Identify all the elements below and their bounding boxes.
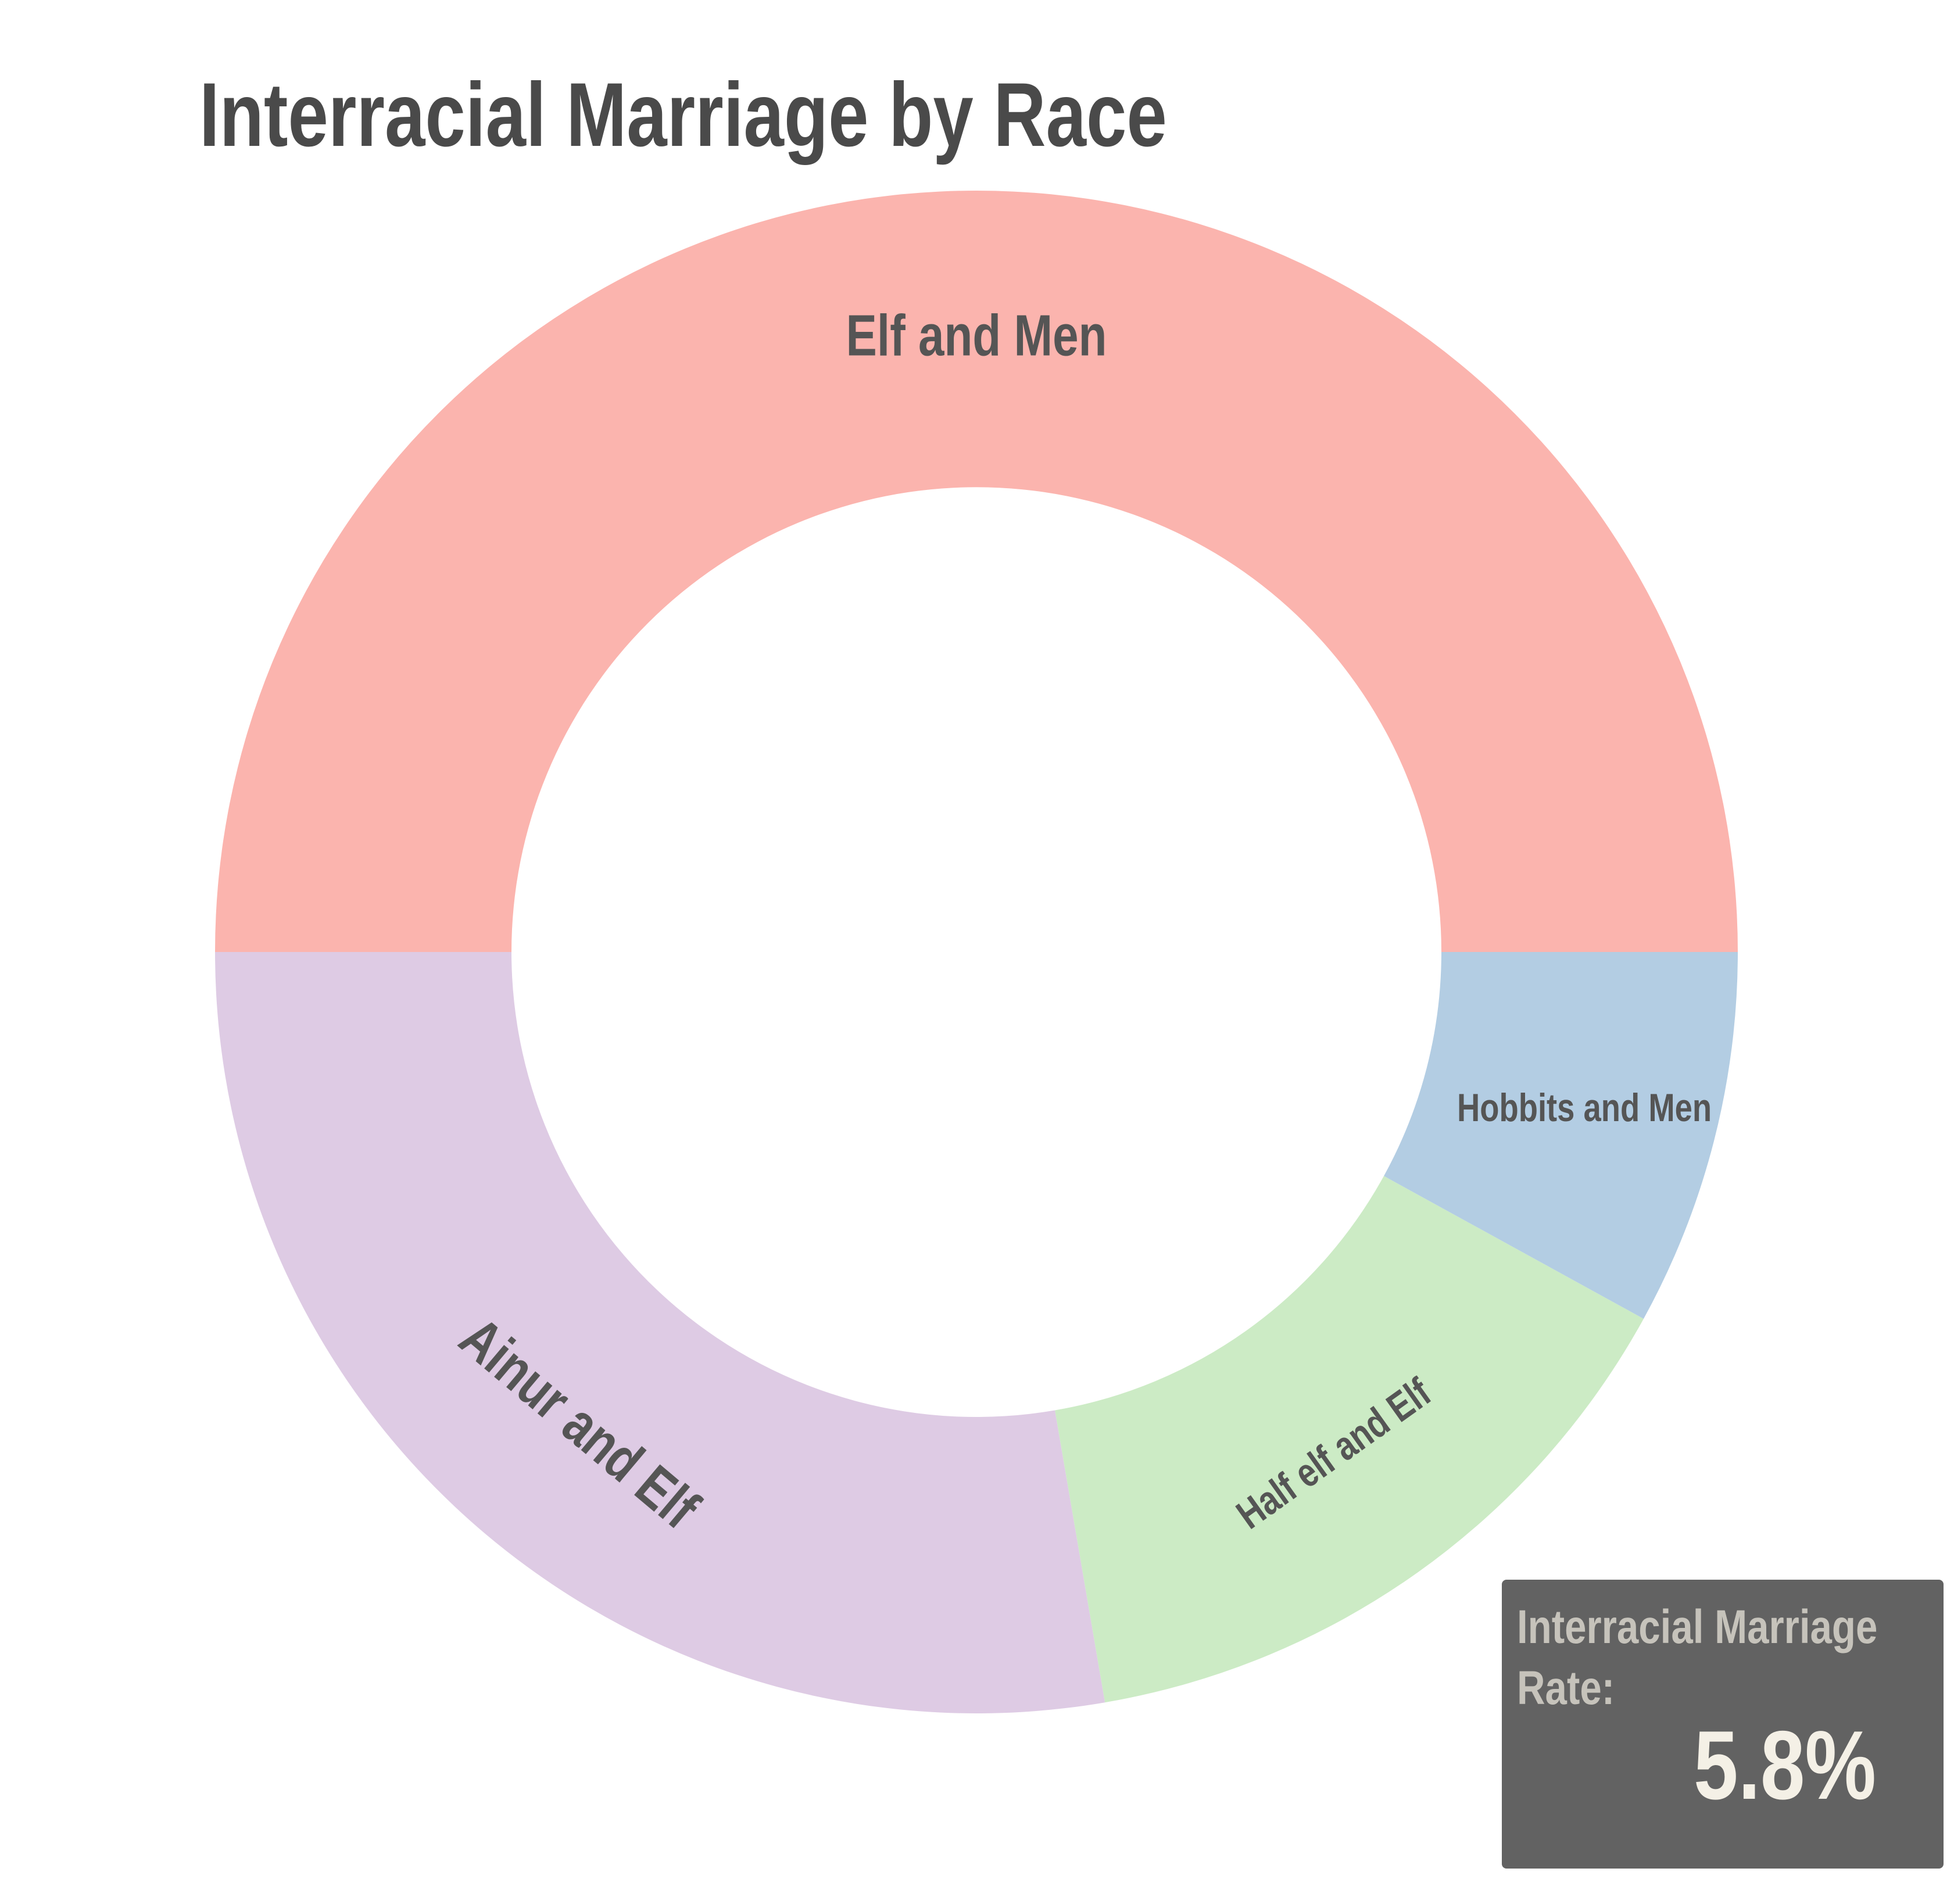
donut-slice-half-elf-and-elf bbox=[1055, 1176, 1644, 1703]
donut-slice-ainur-and-elf bbox=[215, 952, 1105, 1713]
rate-value: 5.8% bbox=[1694, 1710, 1876, 1820]
rate-callout-box: Interracial Marriage Rate: 5.8% bbox=[1502, 1580, 1944, 1869]
donut-slice-elf-and-men bbox=[215, 191, 1738, 952]
slice-label-hobbits-and-men: Hobbits and Men bbox=[1457, 1086, 1712, 1130]
slice-label-elf-and-men: Elf and Men bbox=[846, 303, 1107, 368]
donut-slice-hobbits-and-men bbox=[1384, 952, 1738, 1319]
chart-title: Interracial Marriage by Race bbox=[199, 65, 1167, 166]
rate-label: Interracial Marriage Rate: bbox=[1517, 1601, 1878, 1715]
donut-slices bbox=[215, 191, 1738, 1713]
